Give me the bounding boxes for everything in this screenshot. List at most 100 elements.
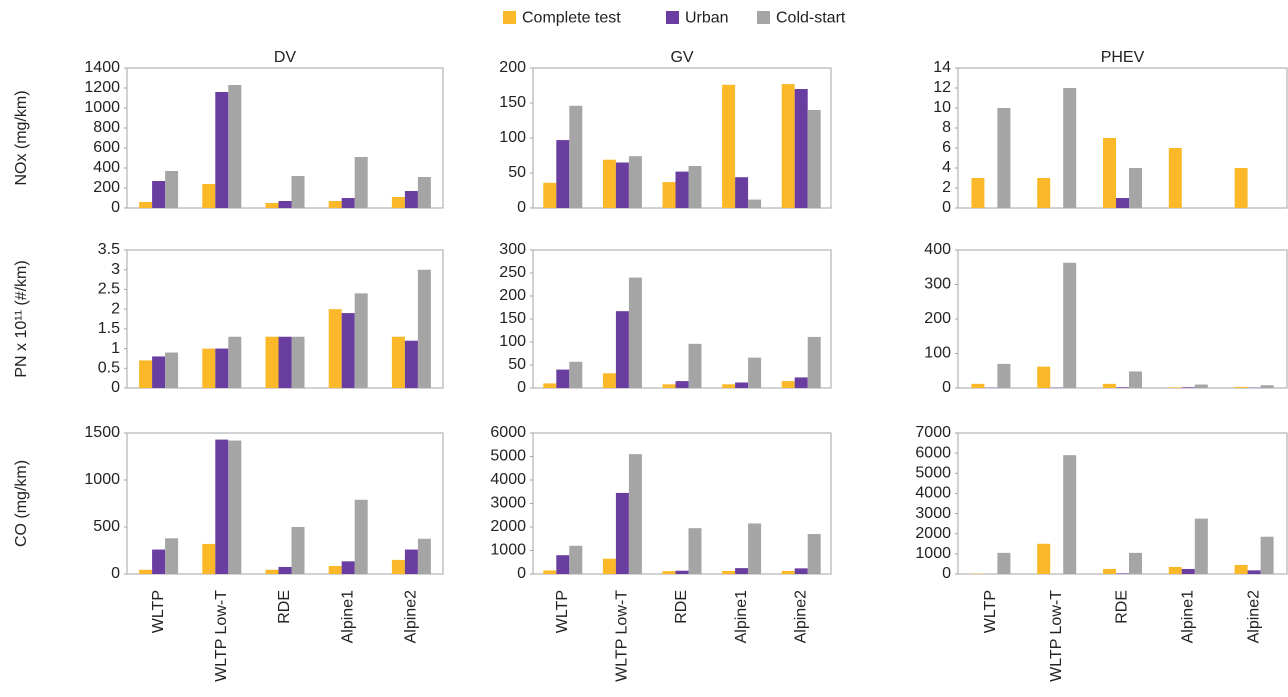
bar	[1037, 366, 1051, 388]
bar	[291, 527, 305, 574]
bar	[628, 156, 642, 208]
bar	[807, 110, 821, 208]
bar	[781, 84, 795, 208]
legend-swatch	[757, 11, 770, 24]
bar	[404, 549, 418, 574]
bar	[139, 360, 153, 388]
x-tick-label: WLTP	[150, 590, 167, 633]
x-tick-label: RDE	[276, 590, 293, 624]
y-tick-label: 7000	[915, 424, 951, 441]
y-tick-label: 600	[93, 139, 120, 156]
bar	[1194, 384, 1208, 388]
bar	[1234, 386, 1248, 388]
bar	[794, 89, 808, 208]
y-tick-label: 400	[93, 159, 120, 176]
y-tick-label: 500	[93, 518, 120, 535]
bar	[139, 202, 153, 208]
bar	[404, 340, 418, 388]
bar	[794, 568, 808, 574]
y-tick-label: 1	[111, 340, 120, 357]
bar	[417, 269, 431, 388]
bar	[391, 336, 405, 388]
bar	[602, 159, 616, 208]
bar	[265, 569, 279, 574]
bar	[615, 162, 629, 208]
bar	[1103, 383, 1116, 388]
x-tick-label: Alpine2	[1245, 590, 1262, 643]
bar	[228, 336, 242, 388]
bar	[417, 177, 431, 208]
bar	[354, 499, 368, 574]
y-tick-label: 14	[933, 59, 951, 76]
y-tick-label: 1.5	[98, 320, 120, 337]
bar	[1129, 371, 1142, 388]
y-tick-label: 3.5	[98, 241, 120, 258]
bar	[1037, 543, 1051, 574]
bar	[139, 569, 153, 574]
y-tick-label: 50	[508, 164, 526, 181]
legend-label: Urban	[685, 10, 729, 27]
bar	[1260, 536, 1274, 574]
bar	[615, 311, 629, 388]
y-tick-label: 10	[933, 99, 951, 116]
bar	[1234, 168, 1248, 208]
bar	[807, 336, 821, 388]
y-tick-label: 4000	[490, 471, 526, 488]
bar	[1129, 552, 1142, 574]
y-tick-label: 150	[499, 94, 526, 111]
y-tick-label: 400	[924, 241, 951, 258]
bar	[1247, 570, 1261, 574]
bar	[556, 369, 570, 388]
bar	[1103, 568, 1116, 574]
y-tick-label: 800	[93, 119, 120, 136]
y-tick-label: 150	[499, 310, 526, 327]
bar	[228, 440, 242, 574]
bar	[662, 384, 676, 388]
bar	[688, 528, 702, 574]
bar	[1234, 564, 1248, 574]
y-tick-label: 5000	[490, 448, 526, 465]
bar	[543, 570, 557, 574]
bar	[722, 384, 736, 388]
y-tick-label: 250	[499, 264, 526, 281]
x-tick-label: Alpine1	[1180, 590, 1197, 643]
bar	[675, 171, 689, 208]
bar	[391, 559, 405, 574]
bar	[165, 352, 179, 388]
bar	[215, 92, 229, 208]
bar	[1194, 518, 1208, 574]
y-tick-label: 1000	[84, 471, 120, 488]
bar	[971, 178, 985, 208]
x-tick-label: WLTP Low-T	[1048, 590, 1065, 682]
x-tick-label: Alpine1	[339, 590, 356, 643]
y-tick-label: 0	[111, 565, 120, 582]
bar	[602, 373, 616, 388]
bar	[165, 538, 179, 574]
bar	[341, 313, 355, 388]
x-tick-label: Alpine1	[733, 590, 750, 643]
y-tick-label: 2	[111, 300, 120, 317]
x-tick-label: WLTP	[982, 590, 999, 633]
bar	[278, 336, 292, 388]
y-tick-label: 8	[942, 119, 951, 136]
x-tick-label: Alpine2	[792, 590, 809, 643]
x-tick-label: WLTP	[554, 590, 571, 633]
legend-swatch	[503, 11, 516, 24]
bar	[152, 181, 166, 208]
bar	[569, 361, 583, 388]
bar	[675, 570, 689, 574]
bar	[165, 171, 179, 208]
y-tick-label: 2000	[490, 518, 526, 535]
bar	[735, 568, 749, 574]
bar	[748, 523, 762, 574]
legend-swatch	[666, 11, 679, 24]
y-tick-label: 4	[942, 159, 951, 176]
bar	[569, 105, 583, 208]
bar	[417, 538, 431, 574]
bar	[341, 561, 355, 574]
bar	[662, 571, 676, 574]
bar	[628, 277, 642, 388]
x-tick-label: Alpine2	[403, 590, 420, 643]
bar	[1063, 88, 1077, 208]
bar	[722, 570, 736, 574]
